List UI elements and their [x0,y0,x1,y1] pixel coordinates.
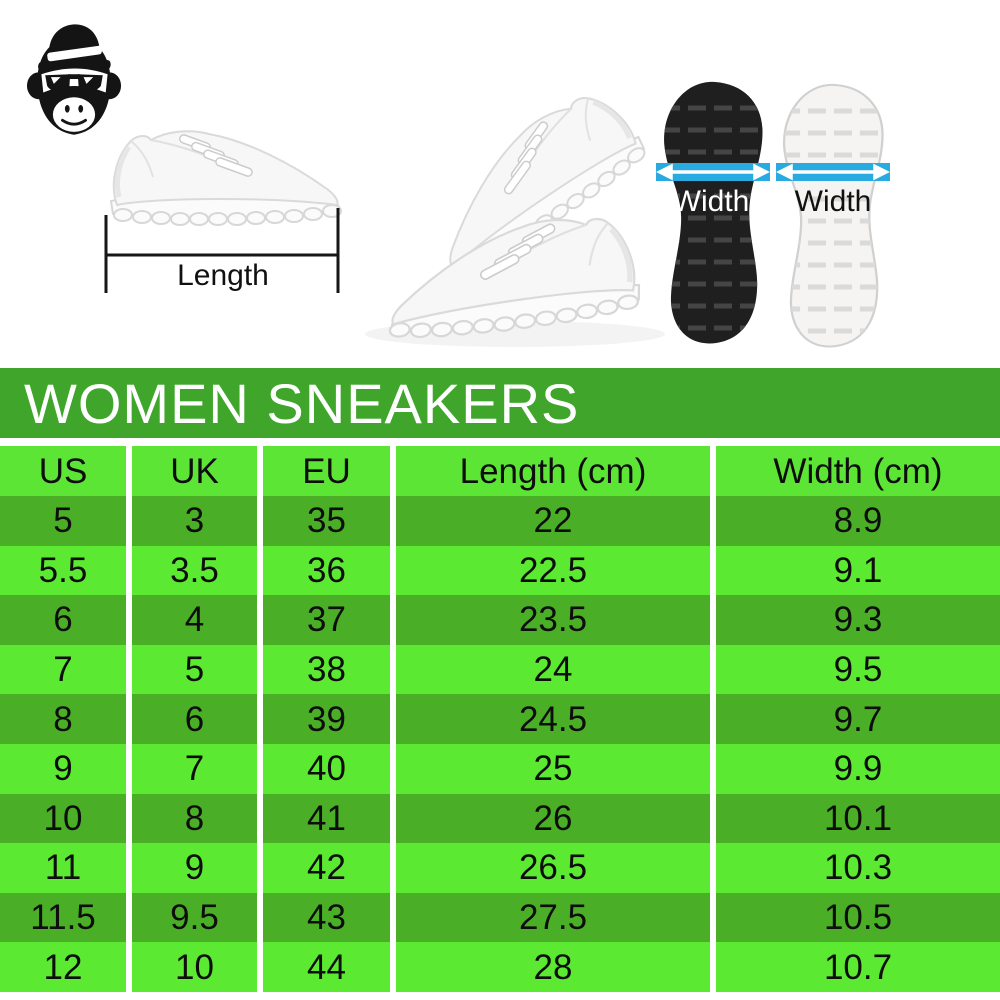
table-cell: 11.5 [0,892,126,943]
width-arrow-left [656,163,770,181]
table-cell: 10.1 [716,793,1000,844]
table-cell: 3 [132,496,257,546]
table-cell: 6 [132,694,257,744]
table-cell: 5.5 [0,545,126,596]
header-cell: Length (cm) [396,446,710,496]
table-cell: 7 [0,644,126,695]
width-arrow-right [776,163,890,181]
product-photos: Length [0,0,1000,368]
table-cell: 10 [132,942,257,992]
table-cell: 3.5 [132,545,257,596]
sneaker-side-photo: Length [104,130,342,293]
table-cell: 26 [396,793,710,844]
table-cell: 10.3 [716,843,1000,893]
table-cell: 9.9 [716,743,1000,794]
table-cell: 8 [0,694,126,744]
table-cell: 27.5 [396,892,710,943]
table-cell: 22.5 [396,545,710,596]
table-cell: 12 [0,942,126,992]
table-cell: 23.5 [396,595,710,645]
table-cell: 42 [263,843,390,893]
sneaker-pair-photo [365,52,665,347]
table-cell: 35 [263,496,390,546]
sneaker-side-shape [109,130,342,226]
soles-photo: Width Width [656,81,890,348]
table-cell: 25 [396,743,710,794]
table-cell: 24 [396,644,710,695]
length-label: Length [177,259,269,292]
table-cell: 26.5 [396,843,710,893]
table-cell: 8.9 [716,496,1000,546]
table-cell: 10 [0,793,126,844]
table-cell: 38 [263,644,390,695]
table-cell: 9.7 [716,694,1000,744]
table-cell: 5 [0,496,126,546]
monkey-logo-icon [26,24,122,135]
header-cell: Width (cm) [716,446,1000,496]
header-cell: UK [132,446,257,496]
table-cell: 39 [263,694,390,744]
width-label-right: Width [795,185,872,218]
size-table: US UK EU Length (cm) Width (cm) 5 3 35 22 8.9 5.5 3… [0,446,1000,992]
table-title-banner: WOMEN SNEAKERS [0,368,1000,438]
width-label-left: Width [673,185,750,218]
page-title: WOMEN SNEAKERS [24,371,580,435]
table-cell: 36 [263,545,390,596]
table-cell: 22 [396,496,710,546]
table-cell: 4 [132,595,257,645]
table-cell: 10.5 [716,892,1000,943]
table-cell: 9 [0,743,126,794]
table-cell: 9.1 [716,545,1000,596]
table-cell: 9 [132,843,257,893]
table-cell: 41 [263,793,390,844]
length-measure-bracket [104,208,340,293]
table-cell: 5 [132,644,257,695]
table-cell: 9.3 [716,595,1000,645]
table-cell: 40 [263,743,390,794]
table-cell: 8 [132,793,257,844]
table-cell: 10.7 [716,942,1000,992]
header-cell: EU [263,446,390,496]
table-cell: 28 [396,942,710,992]
table-cell: 37 [263,595,390,645]
table-cell: 11 [0,843,126,893]
table-cell: 43 [263,892,390,943]
header-cell: US [0,446,126,496]
table-cell: 24.5 [396,694,710,744]
table-cell: 44 [263,942,390,992]
table-cell: 7 [132,743,257,794]
table-cell: 9.5 [716,644,1000,695]
table-cell: 9.5 [132,892,257,943]
table-cell: 6 [0,595,126,645]
